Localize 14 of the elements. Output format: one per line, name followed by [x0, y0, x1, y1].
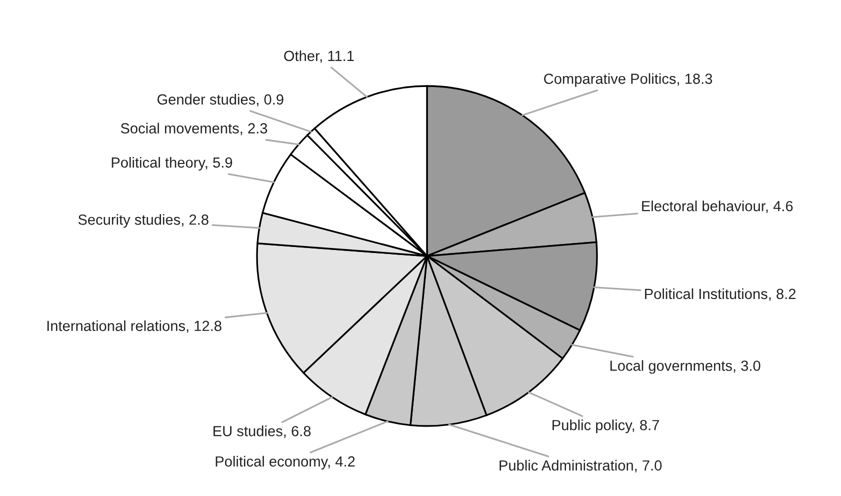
slice-label: Public Administration, 7.0 — [500, 460, 662, 472]
slice-label: Comparative Politics, 18.3 — [544, 73, 712, 87]
slice-label: Local governments, 3.0 — [610, 360, 760, 374]
slice-label: Security studies, 2.8 — [78, 214, 208, 228]
slice-label: International relations, 12.8 — [47, 320, 222, 333]
slice-label: Political economy, 4.2 — [216, 456, 355, 470]
slice-label: Other, 11.1 — [284, 50, 354, 63]
slice-label: EU studies, 6.8 — [214, 426, 311, 438]
slice-label: Gender studies, 0.9 — [157, 94, 284, 106]
slice-label: Political theory, 5.9 — [112, 157, 232, 171]
slice-label: Political Institutions, 8.2 — [645, 288, 796, 301]
slice-label: Social movements, 2.3 — [120, 122, 268, 136]
slice-label: Public policy, 8.7 — [552, 420, 659, 434]
slice-label: Electoral behaviour, 4.6 — [642, 200, 793, 214]
